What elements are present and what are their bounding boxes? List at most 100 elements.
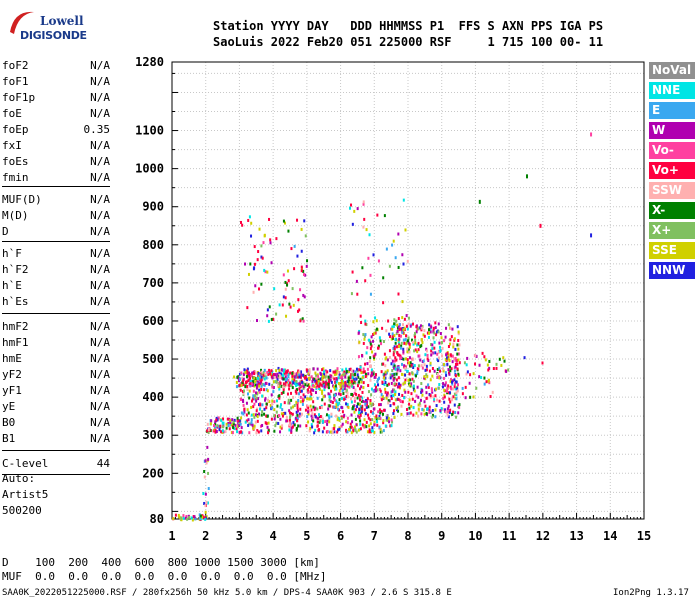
echo-point <box>283 401 286 405</box>
echo-point <box>405 324 408 328</box>
y-tick-label: 800 <box>142 238 164 252</box>
echo-point <box>431 366 434 370</box>
echo-point <box>355 279 358 283</box>
echo-point <box>374 388 377 392</box>
echo-point <box>357 331 360 335</box>
echo-point <box>255 391 258 395</box>
echo-point <box>365 351 368 355</box>
y-tick-label: 1000 <box>135 162 164 176</box>
echo-point <box>244 420 247 424</box>
echo-point <box>316 396 319 400</box>
echo-point <box>250 405 253 409</box>
echo-point <box>392 324 395 328</box>
echo-point <box>365 323 368 327</box>
echo-point <box>387 399 390 403</box>
echo-point <box>354 425 357 429</box>
echo-point <box>391 359 394 363</box>
echo-point <box>300 269 303 273</box>
echo-point <box>431 409 434 413</box>
echo-point <box>432 395 435 399</box>
echo-point <box>388 264 391 268</box>
echo-point <box>271 406 274 410</box>
echo-point <box>380 396 383 400</box>
echo-point <box>321 384 324 388</box>
echo-point <box>401 253 404 257</box>
echo-point <box>353 373 356 377</box>
echo-point <box>337 382 340 386</box>
echo-point <box>233 418 236 422</box>
echo-point <box>392 353 395 357</box>
echo-point <box>369 347 372 351</box>
echo-point <box>254 413 257 417</box>
param-value: 44 <box>96 457 110 470</box>
echo-point <box>241 223 244 227</box>
echo-point <box>428 323 431 327</box>
echo-point <box>420 328 423 332</box>
echo-point <box>285 373 288 377</box>
echo-point <box>267 398 270 402</box>
echo-point <box>385 247 388 251</box>
echo-point <box>457 330 460 334</box>
echo-point <box>242 377 245 381</box>
echo-point <box>358 408 361 412</box>
x-tick-label: 14 <box>603 529 617 543</box>
echo-point <box>407 390 410 394</box>
echo-point <box>239 388 242 392</box>
echo-point <box>362 399 365 403</box>
echo-point <box>288 409 291 413</box>
echo-point <box>400 356 403 360</box>
echo-point <box>495 366 498 370</box>
echo-point <box>417 395 420 399</box>
echo-point <box>461 386 464 390</box>
echo-point <box>180 518 183 522</box>
echo-point <box>297 398 300 402</box>
echo-point <box>456 383 459 387</box>
echo-point <box>266 308 269 312</box>
echo-point <box>246 388 249 392</box>
echo-point <box>252 405 255 409</box>
echo-point <box>433 346 436 350</box>
echo-point <box>333 373 336 377</box>
echo-point <box>338 372 341 376</box>
echo-point <box>429 327 432 331</box>
echo-point <box>487 379 490 383</box>
echo-point <box>256 429 259 433</box>
echo-point <box>394 398 397 402</box>
echo-point <box>359 395 362 399</box>
y-tick-label: 700 <box>142 276 164 290</box>
param-value: N/A <box>90 263 110 276</box>
echo-point <box>456 367 459 371</box>
echo-point <box>446 407 449 411</box>
echo-point <box>332 370 335 374</box>
logo-swoosh-icon <box>10 11 34 34</box>
echo-point <box>336 428 339 432</box>
footer-file-info: SAA0K_2022051225000.RSF / 280fx256h 50 k… <box>2 588 452 598</box>
echo-point <box>277 374 280 378</box>
echo-point <box>350 397 353 401</box>
echo-point <box>367 390 370 394</box>
echo-point <box>436 372 439 376</box>
echo-point <box>326 422 329 426</box>
echo-point <box>387 419 390 423</box>
echo-point <box>298 308 301 312</box>
echo-point <box>221 429 224 433</box>
echo-point <box>369 422 372 426</box>
echo-point <box>273 287 276 291</box>
echo-point <box>300 265 303 269</box>
echo-point <box>259 381 262 385</box>
echo-point <box>382 340 385 344</box>
echo-point <box>439 369 442 373</box>
echo-point <box>346 403 349 407</box>
y-tick-label: 500 <box>142 352 164 366</box>
echo-point <box>392 346 395 350</box>
echo-point <box>231 418 234 422</box>
echo-point <box>383 383 386 387</box>
echo-point <box>248 389 251 393</box>
echo-point <box>395 358 398 362</box>
echo-point <box>274 424 277 428</box>
echo-point <box>396 329 399 333</box>
echo-point <box>333 430 336 434</box>
echo-point <box>335 403 338 407</box>
echo-point <box>445 353 448 357</box>
echo-point <box>252 413 255 417</box>
